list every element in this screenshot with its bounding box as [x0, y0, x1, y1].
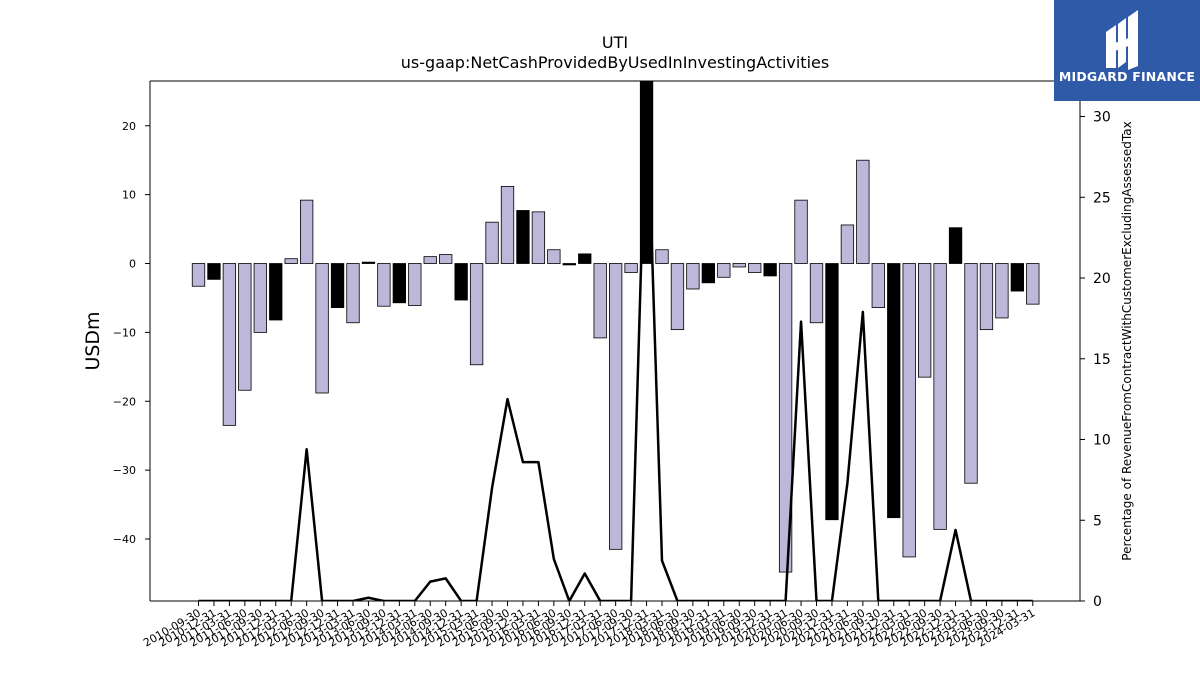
- bars-group: [191, 81, 1040, 573]
- bar: [454, 263, 468, 301]
- bar: [670, 263, 685, 331]
- y2-tick-label: 30: [1093, 110, 1111, 126]
- y-tick-label: 20: [122, 120, 136, 133]
- bar: [979, 263, 994, 331]
- bar: [207, 263, 221, 280]
- bar: [485, 221, 499, 264]
- y2-tick-label: 15: [1093, 352, 1111, 368]
- bar: [547, 249, 561, 264]
- bar: [500, 185, 515, 264]
- bar: [562, 263, 576, 266]
- bar: [624, 263, 638, 273]
- bar: [717, 263, 731, 278]
- bar: [686, 263, 700, 290]
- bar: [748, 263, 762, 273]
- bar: [1026, 263, 1040, 305]
- bar: [840, 224, 855, 264]
- chart-subtitle: us-gaap:NetCashProvidedByUsedInInvesting…: [401, 53, 829, 72]
- bar: [299, 199, 314, 264]
- bar: [856, 159, 870, 264]
- y-tick-label: −30: [113, 464, 136, 477]
- bar: [222, 263, 237, 426]
- logo: MIDGARD FINANCE: [1054, 0, 1200, 101]
- bar: [531, 211, 546, 264]
- midgard-logo-icon: [1054, 0, 1200, 101]
- axes-group: 20100−10−20−30−400510152025302010-09-302…: [113, 80, 1111, 650]
- bar: [871, 263, 885, 308]
- bar: [794, 199, 808, 264]
- bar: [439, 254, 453, 264]
- y-tick-label: 10: [122, 189, 136, 202]
- bar: [269, 263, 283, 321]
- bar: [516, 210, 530, 264]
- bar: [238, 263, 252, 391]
- bar: [964, 263, 978, 484]
- bar: [578, 253, 592, 264]
- bar: [593, 263, 607, 339]
- bar: [887, 263, 901, 519]
- bar: [469, 263, 484, 366]
- bar: [918, 263, 932, 378]
- y2-tick-label: 5: [1093, 513, 1102, 529]
- bar: [361, 261, 376, 264]
- bar: [732, 263, 746, 268]
- bar: [995, 263, 1009, 319]
- bar: [609, 263, 623, 550]
- bar: [701, 263, 715, 284]
- y-tick-label: −10: [113, 326, 136, 339]
- bar: [315, 263, 329, 394]
- y2-axis-label: Percentage of RevenueFromContractWithCus…: [1120, 121, 1134, 560]
- bar: [763, 263, 777, 277]
- bar: [253, 263, 267, 333]
- logo-text: MIDGARD FINANCE: [1058, 69, 1196, 84]
- y-axis-label: USDm: [82, 311, 104, 370]
- bar: [191, 263, 206, 287]
- bar: [423, 256, 437, 264]
- y-tick-label: −20: [113, 395, 136, 408]
- bar: [392, 263, 407, 304]
- y-tick-label: 0: [129, 258, 136, 271]
- bar: [655, 249, 669, 264]
- bar: [825, 263, 839, 521]
- bar: [933, 263, 947, 530]
- y2-tick-label: 0: [1093, 594, 1102, 610]
- bar: [377, 263, 391, 307]
- bar: [408, 263, 422, 306]
- y2-tick-label: 10: [1093, 433, 1111, 449]
- bar: [330, 263, 345, 308]
- bar: [778, 263, 793, 573]
- bar: [948, 227, 963, 264]
- bar: [284, 258, 298, 264]
- bar: [1010, 263, 1024, 292]
- y2-tick-label: 20: [1093, 271, 1111, 287]
- bar: [902, 263, 916, 558]
- bar: [346, 263, 360, 324]
- y2-tick-label: 25: [1093, 190, 1111, 206]
- chart-title: UTI: [602, 33, 628, 52]
- y-tick-label: −40: [113, 533, 136, 546]
- bar: [809, 263, 824, 324]
